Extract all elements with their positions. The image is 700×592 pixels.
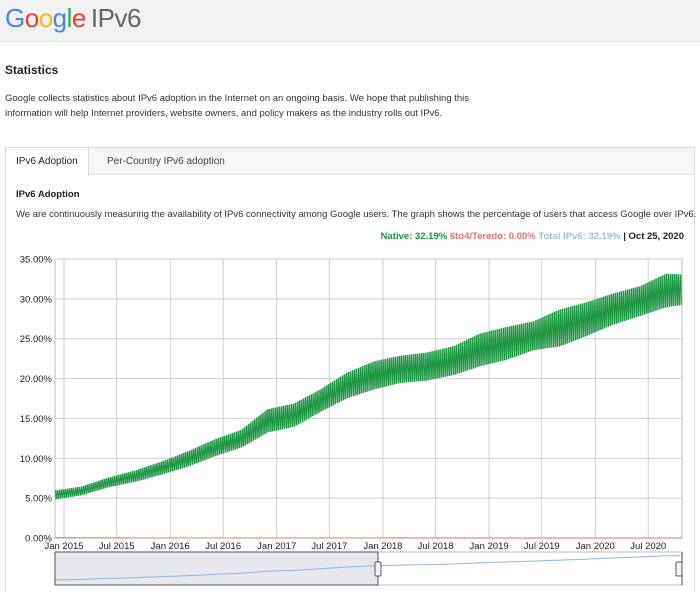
panel-description: We are continuously measuring the availa… — [16, 209, 697, 220]
legend-date: Oct 25, 2020 — [628, 231, 684, 242]
plot-area — [54, 258, 683, 539]
x-tick-label: Jul 2020 — [630, 541, 666, 552]
intro-line-2: information will help Internet providers… — [5, 107, 443, 119]
x-tick-label: Jan 2015 — [44, 541, 83, 552]
x-tick-label: Jan 2019 — [470, 541, 509, 552]
x-tick-label: Jul 2019 — [524, 541, 560, 552]
y-tick-label: 20.00% — [20, 374, 53, 385]
legend-native: Native: 32.19% — [380, 231, 448, 242]
legend-teredo: 6to4/Teredo: 0.00% — [449, 231, 536, 242]
x-tick-label: Jan 2016 — [151, 541, 190, 552]
x-tick-label: Jan 2018 — [363, 541, 402, 552]
x-tick-label: Jan 2020 — [576, 541, 615, 552]
y-tick-label: 30.00% — [20, 294, 53, 305]
y-tick-label: 0.00% — [25, 534, 52, 545]
y-tick-label: 15.00% — [20, 414, 53, 425]
panel-title: IPv6 Adoption — [16, 189, 80, 200]
legend-total: Total IPv6: 32.19% — [538, 231, 621, 242]
tab-ipv6-adoption[interactable]: IPv6 Adoption — [6, 148, 89, 176]
navigator-left-handle[interactable] — [374, 561, 382, 577]
x-tick-label: Jul 2016 — [205, 541, 241, 552]
x-tick-label: Jul 2017 — [311, 541, 347, 552]
y-tick-label: 25.00% — [20, 334, 53, 345]
y-tick-label: 5.00% — [25, 494, 52, 505]
chart-legend: Native: 32.19% 6to4/Teredo: 0.00% Total … — [381, 231, 684, 242]
navigator-right-handle[interactable] — [675, 561, 683, 577]
legend-separator: | — [623, 231, 626, 242]
intro-text: Google collects statistics about IPv6 ad… — [5, 92, 485, 121]
tab-bar: IPv6 Adoption Per-Country IPv6 adoption — [6, 148, 694, 176]
page-title: Statistics — [5, 63, 59, 77]
series-native-line — [54, 273, 682, 500]
page-header: Google IPv6 — [0, 0, 700, 42]
navigator-overview-line — [55, 555, 681, 581]
intro-line-1: Google collects statistics about IPv6 ad… — [5, 93, 470, 104]
x-tick-label: Jan 2017 — [257, 541, 296, 552]
x-tick-label: Jul 2015 — [99, 541, 135, 552]
product-name: IPv6 — [90, 3, 142, 33]
tab-per-country[interactable]: Per-Country IPv6 adoption — [107, 156, 225, 167]
navigator-unselected-region — [55, 552, 378, 585]
x-tick-label: Jul 2018 — [418, 541, 454, 552]
google-ipv6-logo[interactable]: Google IPv6 — [5, 3, 141, 33]
y-tick-label: 10.00% — [20, 454, 53, 465]
y-tick-label: 35.00% — [20, 255, 53, 266]
